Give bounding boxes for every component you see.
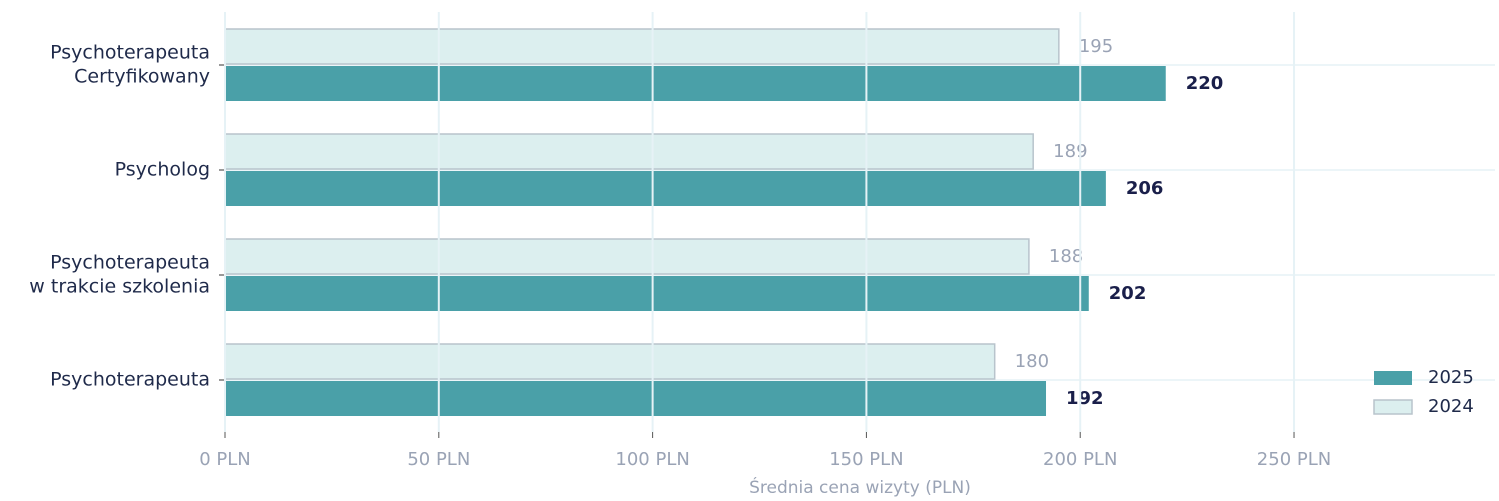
bar — [224, 28, 1060, 65]
x-axis-label: Średnia cena wizyty (PLN) — [749, 476, 971, 498]
legend-label: 2025 — [1428, 367, 1474, 388]
bar — [224, 133, 1034, 170]
legend-swatch — [1373, 399, 1413, 415]
x-tick-label: 150 PLN — [829, 449, 903, 470]
bar — [225, 381, 1047, 416]
bar — [224, 343, 996, 380]
x-tick-label: 250 PLN — [1257, 449, 1331, 470]
bar — [225, 171, 1106, 206]
y-tick-label: w trakcie szkolenia — [29, 276, 210, 298]
value-label: 220 — [1186, 73, 1224, 94]
bar — [225, 276, 1089, 311]
value-label: 188 — [1049, 246, 1083, 267]
value-label: 195 — [1079, 36, 1113, 57]
y-tick-label: Psycholog — [115, 159, 210, 181]
y-tick-label: Psychoterapeuta — [50, 369, 210, 391]
legend-swatch — [1374, 371, 1412, 385]
value-label: 180 — [1015, 351, 1049, 372]
x-tick-label: 200 PLN — [1043, 449, 1117, 470]
value-label: 192 — [1066, 388, 1104, 409]
x-tick-label: 50 PLN — [407, 449, 470, 470]
value-label: 202 — [1109, 283, 1147, 304]
y-tick-label: Psychoterapeuta — [50, 42, 210, 64]
y-tick-label: Psychoterapeuta — [50, 252, 210, 274]
bar — [225, 66, 1166, 101]
bar — [224, 238, 1030, 275]
x-tick-label: 0 PLN — [199, 449, 251, 470]
x-tick-label: 100 PLN — [615, 449, 689, 470]
value-label: 206 — [1126, 178, 1164, 199]
legend-label: 2024 — [1428, 396, 1474, 417]
y-tick-label: Certyfikowany — [74, 66, 210, 88]
value-label: 189 — [1053, 141, 1087, 162]
